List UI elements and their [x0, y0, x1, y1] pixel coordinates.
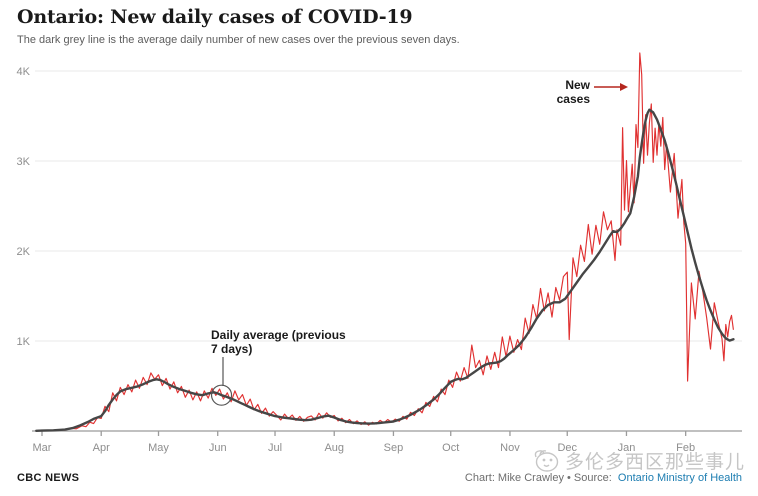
annotation-new-cases-line2: cases: [556, 92, 590, 106]
svg-text:Sep: Sep: [384, 442, 404, 454]
watermark: 多伦多西区那些事儿: [531, 447, 745, 474]
svg-text:2K: 2K: [17, 246, 31, 258]
annotation-daily-average-line2: 7 days): [211, 342, 253, 356]
source-link[interactable]: Ontario Ministry of Health: [617, 472, 742, 484]
cbc-news-logo: CBC NEWS: [17, 472, 80, 484]
svg-text:May: May: [148, 442, 169, 454]
svg-text:Dec: Dec: [557, 442, 577, 454]
annotation-new-cases: New cases: [520, 78, 590, 106]
chart-subtitle: The dark grey line is the average daily …: [17, 34, 460, 46]
svg-text:Jul: Jul: [268, 442, 282, 454]
chart-credits: Chart: Mike Crawley • Source: Ontario Mi…: [465, 472, 742, 484]
svg-text:3K: 3K: [17, 156, 31, 168]
svg-text:Jan: Jan: [618, 442, 636, 454]
svg-text:Apr: Apr: [93, 442, 110, 454]
credit-text: Chart: Mike Crawley • Source:: [464, 472, 612, 484]
svg-text:Feb: Feb: [676, 442, 695, 454]
svg-text:1K: 1K: [17, 336, 31, 348]
svg-text:Oct: Oct: [442, 442, 459, 454]
page-title: Ontario: New daily cases of COVID-19: [17, 6, 413, 28]
svg-text:Aug: Aug: [324, 442, 344, 454]
annotation-daily-average-line1: Daily average (previous: [211, 328, 346, 342]
svg-text:Nov: Nov: [500, 442, 520, 454]
watermark-text: 多伦多西区那些事儿: [564, 452, 745, 473]
svg-text:4K: 4K: [17, 66, 31, 78]
mascot-face-icon: [534, 449, 559, 472]
annotation-new-cases-line1: New: [565, 78, 590, 92]
annotation-daily-average: Daily average (previous 7 days): [211, 328, 351, 356]
svg-text:Mar: Mar: [33, 442, 52, 454]
svg-text:Jun: Jun: [209, 442, 227, 454]
